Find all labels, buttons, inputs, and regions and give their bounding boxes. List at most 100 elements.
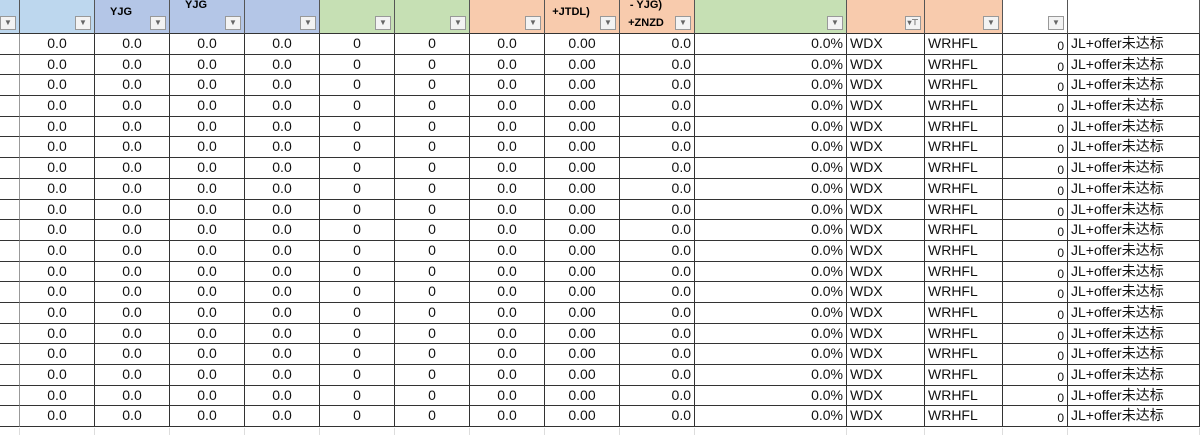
- table-cell[interactable]: 0.0: [170, 75, 245, 97]
- table-cell[interactable]: [0, 220, 20, 241]
- table-cell[interactable]: 0.0: [620, 240, 695, 262]
- table-cell[interactable]: 0.0: [170, 261, 245, 283]
- table-cell[interactable]: [0, 116, 20, 138]
- table-cell[interactable]: 0.0: [620, 34, 695, 55]
- table-cell[interactable]: 0.0: [470, 261, 545, 283]
- table-cell[interactable]: 0.0: [20, 323, 95, 345]
- table-cell[interactable]: 0.0: [470, 344, 545, 365]
- table-cell[interactable]: 0.0: [20, 344, 95, 365]
- table-cell[interactable]: 0.0: [620, 199, 695, 221]
- table-cell[interactable]: 0.0: [170, 406, 245, 428]
- table-cell[interactable]: WDX: [847, 240, 925, 262]
- table-cell[interactable]: 0.0: [245, 96, 320, 117]
- table-cell[interactable]: WDX: [847, 137, 925, 159]
- table-cell[interactable]: WRHFL: [925, 323, 1003, 345]
- table-cell[interactable]: 0.0: [470, 282, 545, 303]
- table-cell[interactable]: 0.0: [470, 75, 545, 97]
- dropdown-icon[interactable]: ▼: [983, 16, 999, 30]
- table-cell[interactable]: 0.0: [245, 137, 320, 159]
- table-cell[interactable]: 0.0: [95, 261, 170, 283]
- table-cell[interactable]: 0.00: [545, 365, 620, 386]
- table-cell[interactable]: [0, 365, 20, 386]
- table-cell[interactable]: 0.0%: [695, 282, 847, 303]
- table-cell[interactable]: 0.0: [170, 240, 245, 262]
- table-cell[interactable]: 0: [1003, 240, 1068, 262]
- table-cell[interactable]: 0.0: [170, 116, 245, 138]
- table-cell[interactable]: 0.0: [95, 137, 170, 159]
- table-cell[interactable]: 0: [1003, 365, 1068, 386]
- dropdown-icon[interactable]: ▼: [450, 16, 466, 30]
- table-cell[interactable]: JL+offer未达标: [1068, 302, 1200, 324]
- table-cell[interactable]: 0.0: [245, 75, 320, 97]
- table-cell[interactable]: 0.0: [95, 365, 170, 386]
- table-cell[interactable]: 0.0: [95, 282, 170, 303]
- table-cell[interactable]: 0.0: [20, 220, 95, 241]
- dropdown-icon[interactable]: ▼: [375, 16, 391, 30]
- table-cell[interactable]: 0.00: [545, 282, 620, 303]
- table-cell[interactable]: 0.0: [95, 385, 170, 407]
- table-cell[interactable]: 0.0: [20, 199, 95, 221]
- table-cell[interactable]: WDX: [847, 75, 925, 97]
- table-cell[interactable]: 0.0: [20, 137, 95, 159]
- table-cell[interactable]: 0: [320, 220, 395, 241]
- table-cell[interactable]: WRHFL: [925, 385, 1003, 407]
- table-cell[interactable]: 0.00: [545, 385, 620, 407]
- empty-cell[interactable]: [545, 428, 620, 435]
- table-cell[interactable]: WDX: [847, 385, 925, 407]
- table-cell[interactable]: WRHFL: [925, 302, 1003, 324]
- dropdown-icon[interactable]: ▼: [225, 16, 241, 30]
- table-cell[interactable]: [0, 323, 20, 345]
- table-cell[interactable]: 0: [395, 178, 470, 200]
- table-cell[interactable]: 0.0: [245, 116, 320, 138]
- table-cell[interactable]: 0: [395, 240, 470, 262]
- table-cell[interactable]: [0, 137, 20, 159]
- table-cell[interactable]: 0.0: [470, 406, 545, 428]
- table-cell[interactable]: 0.0: [470, 34, 545, 55]
- empty-cell[interactable]: [320, 428, 395, 435]
- table-cell[interactable]: 0: [1003, 75, 1068, 97]
- table-cell[interactable]: 0.00: [545, 406, 620, 428]
- table-cell[interactable]: 0.0: [20, 116, 95, 138]
- table-cell[interactable]: 0.0: [170, 365, 245, 386]
- table-cell[interactable]: 0.00: [545, 323, 620, 345]
- table-cell[interactable]: 0.0: [620, 220, 695, 241]
- empty-cell[interactable]: [1068, 428, 1200, 435]
- table-cell[interactable]: 0: [320, 365, 395, 386]
- table-cell[interactable]: 0.0: [470, 199, 545, 221]
- table-cell[interactable]: 0.0: [620, 406, 695, 428]
- table-cell[interactable]: WDX: [847, 323, 925, 345]
- table-cell[interactable]: 0: [1003, 34, 1068, 55]
- table-cell[interactable]: 0.0: [20, 365, 95, 386]
- table-cell[interactable]: WDX: [847, 344, 925, 365]
- table-cell[interactable]: 0.00: [545, 116, 620, 138]
- table-cell[interactable]: 0: [320, 54, 395, 76]
- table-cell[interactable]: 0.0: [620, 158, 695, 179]
- table-cell[interactable]: 0: [395, 302, 470, 324]
- table-cell[interactable]: 0.0: [95, 178, 170, 200]
- table-cell[interactable]: 0.0: [20, 178, 95, 200]
- table-cell[interactable]: 0.0: [95, 54, 170, 76]
- table-cell[interactable]: 0.0%: [695, 96, 847, 117]
- table-cell[interactable]: 0.0: [170, 282, 245, 303]
- table-cell[interactable]: 0: [1003, 344, 1068, 365]
- table-cell[interactable]: 0: [320, 158, 395, 179]
- table-cell[interactable]: 0.0: [470, 54, 545, 76]
- table-cell[interactable]: JL+offer未达标: [1068, 220, 1200, 241]
- table-cell[interactable]: 0.0: [245, 406, 320, 428]
- table-cell[interactable]: 0: [1003, 54, 1068, 76]
- table-cell[interactable]: JL+offer未达标: [1068, 323, 1200, 345]
- table-cell[interactable]: 0.0: [620, 385, 695, 407]
- table-cell[interactable]: WDX: [847, 302, 925, 324]
- table-cell[interactable]: 0: [320, 406, 395, 428]
- table-cell[interactable]: 0.0: [620, 178, 695, 200]
- table-cell[interactable]: WRHFL: [925, 344, 1003, 365]
- dropdown-icon[interactable]: ▼: [300, 16, 316, 30]
- table-cell[interactable]: WRHFL: [925, 220, 1003, 241]
- table-cell[interactable]: WDX: [847, 34, 925, 55]
- table-cell[interactable]: WDX: [847, 282, 925, 303]
- table-cell[interactable]: WRHFL: [925, 54, 1003, 76]
- table-cell[interactable]: 0.0%: [695, 137, 847, 159]
- table-cell[interactable]: 0.0: [20, 261, 95, 283]
- table-cell[interactable]: 0.0%: [695, 344, 847, 365]
- table-cell[interactable]: 0.0: [170, 385, 245, 407]
